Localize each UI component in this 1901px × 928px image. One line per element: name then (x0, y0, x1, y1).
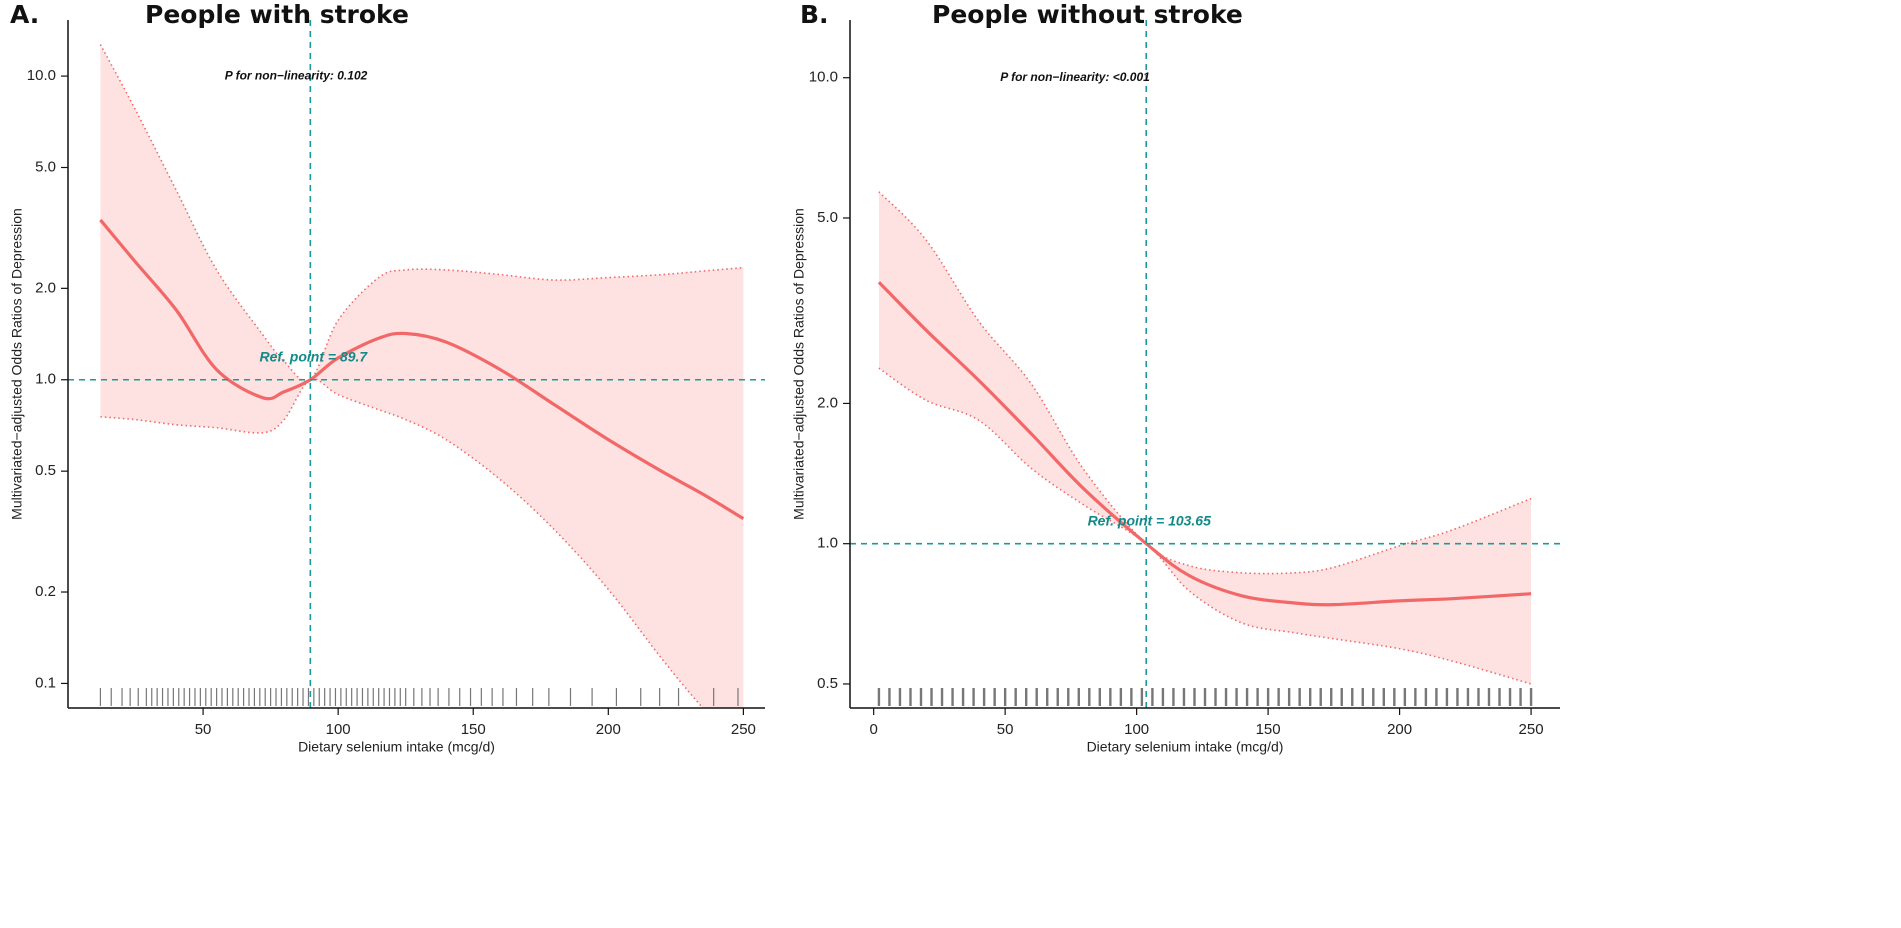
y-tick-label: 10.0 (27, 67, 56, 84)
x-tick-label: 100 (326, 721, 351, 738)
y-tick-label: 10.0 (809, 69, 838, 86)
y-tick-label: 1.0 (817, 535, 838, 552)
panel-title: People without stroke (932, 0, 1243, 29)
y-tick-label: 1.0 (35, 371, 56, 388)
confidence-band (100, 44, 744, 708)
y-tick-label: 0.5 (35, 462, 56, 479)
ref-point-label: Ref. point = 103.65 (1088, 512, 1212, 528)
plot-clip (877, 191, 1533, 706)
x-tick-label: 50 (195, 721, 212, 738)
x-tick-label: 250 (731, 721, 756, 738)
x-axis-label: Dietary selenium intake (mcg/d) (298, 739, 495, 755)
lower-bound (100, 378, 704, 708)
plot-clip (99, 44, 745, 708)
p-annotation: P for non−linearity: 0.102 (225, 68, 368, 82)
x-tick-label: 0 (869, 721, 877, 738)
panel-label: A. (10, 0, 39, 29)
y-axis-label: Multivariated−adjusted Odds Ratios of De… (9, 208, 25, 520)
estimate-line (877, 281, 1532, 607)
y-tick-label: 2.0 (817, 394, 838, 411)
confidence-band (878, 191, 1532, 684)
x-tick-label: 100 (1124, 721, 1149, 738)
panel-title: People with stroke (145, 0, 409, 29)
y-tick-label: 0.5 (817, 675, 838, 692)
y-tick-label: 0.2 (35, 583, 56, 600)
x-tick-label: 150 (1256, 721, 1281, 738)
estimate-line (99, 218, 745, 520)
x-axis-label: Dietary selenium intake (mcg/d) (1087, 739, 1284, 755)
y-tick-label: 5.0 (817, 209, 838, 226)
upper-bound (99, 44, 744, 383)
y-tick-label: 5.0 (35, 158, 56, 175)
panel-label: B. (800, 0, 829, 29)
x-tick-label: 150 (461, 721, 486, 738)
ref-point-label: Ref. point = 89.7 (259, 348, 368, 364)
y-tick-label: 0.1 (35, 674, 56, 691)
y-tick-label: 2.0 (35, 279, 56, 296)
upper-bound (878, 191, 1532, 575)
x-tick-label: 250 (1519, 721, 1544, 738)
x-tick-label: 200 (1387, 721, 1412, 738)
x-tick-label: 50 (997, 721, 1014, 738)
y-axis-label: Multivariated−adjusted Odds Ratios of De… (791, 208, 807, 520)
lower-bound (878, 367, 1532, 685)
x-tick-label: 200 (596, 721, 621, 738)
p-annotation: P for non−linearity: <0.001 (1000, 70, 1150, 84)
